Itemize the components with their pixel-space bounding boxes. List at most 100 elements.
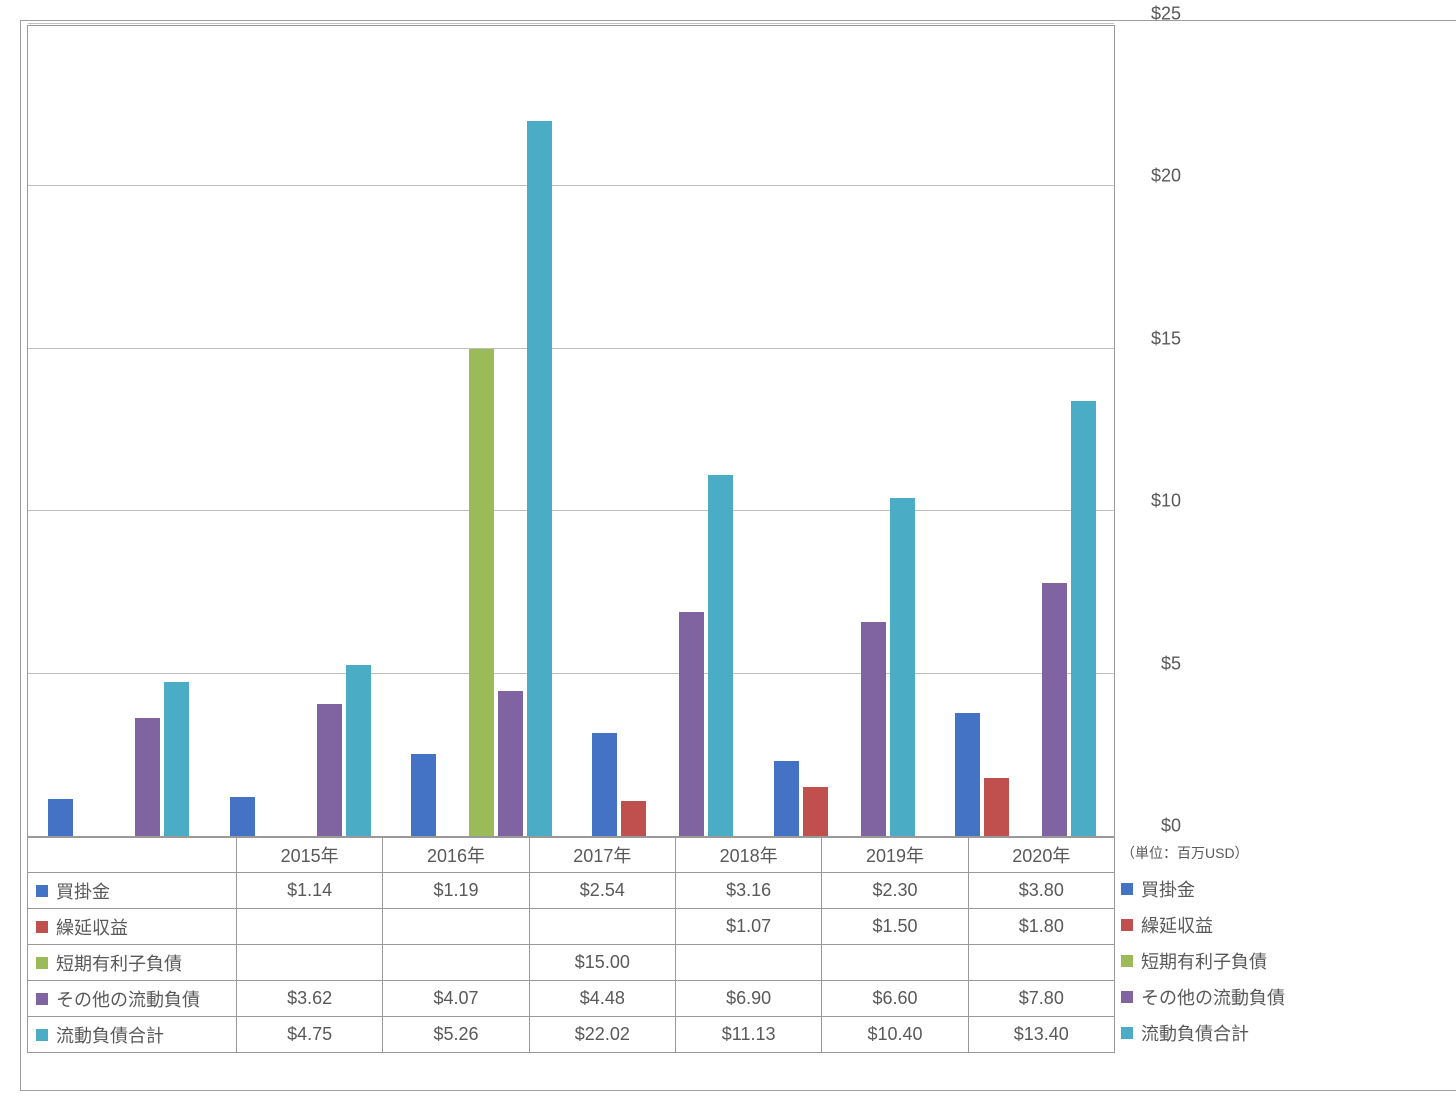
plot-area bbox=[27, 25, 1115, 837]
table-cell bbox=[383, 909, 529, 945]
table-cell: $6.60 bbox=[822, 981, 968, 1017]
bar bbox=[890, 498, 915, 836]
bar bbox=[1042, 583, 1067, 836]
series-name: 繰延収益 bbox=[56, 914, 128, 940]
bar bbox=[708, 475, 733, 837]
legend-item: 繰延収益 bbox=[1121, 907, 1285, 943]
table-cell bbox=[237, 909, 383, 945]
table-category-header: 2017年 bbox=[530, 837, 676, 873]
bar bbox=[411, 754, 436, 836]
legend-label: その他の流動負債 bbox=[1141, 984, 1285, 1010]
bar bbox=[317, 704, 342, 836]
legend-item: 買掛金 bbox=[1121, 871, 1285, 907]
bar bbox=[1071, 401, 1096, 836]
legend-swatch bbox=[36, 1029, 48, 1041]
legend-item: 短期有利子負債 bbox=[1121, 943, 1285, 979]
table-cell: $1.07 bbox=[676, 909, 822, 945]
bar bbox=[803, 787, 828, 836]
table-cell: $2.54 bbox=[530, 873, 676, 909]
table-cell bbox=[383, 945, 529, 981]
y-tick-label: $5 bbox=[1161, 653, 1181, 674]
legend-swatch bbox=[1121, 955, 1133, 967]
table-cell: $5.26 bbox=[383, 1017, 529, 1053]
table-cell: $4.48 bbox=[530, 981, 676, 1017]
table-row-label: 買掛金 bbox=[27, 873, 237, 909]
legend-label: 短期有利子負債 bbox=[1141, 948, 1267, 974]
legend-label: 買掛金 bbox=[1141, 876, 1195, 902]
table-category-header: 2015年 bbox=[237, 837, 383, 873]
table-cell bbox=[530, 909, 676, 945]
bar bbox=[135, 718, 160, 836]
series-name: 買掛金 bbox=[56, 878, 110, 904]
table-cell: $1.80 bbox=[969, 909, 1115, 945]
table-cell: $3.62 bbox=[237, 981, 383, 1017]
legend-swatch bbox=[36, 993, 48, 1005]
bars-container bbox=[28, 26, 1114, 836]
bar bbox=[861, 622, 886, 836]
legend-swatch bbox=[1121, 1027, 1133, 1039]
table-cell bbox=[237, 945, 383, 981]
bar bbox=[984, 778, 1009, 836]
table-category-header: 2018年 bbox=[676, 837, 822, 873]
legend-swatch bbox=[36, 921, 48, 933]
series-name: 流動負債合計 bbox=[56, 1022, 164, 1048]
legend-label: 繰延収益 bbox=[1141, 912, 1213, 938]
y-tick-label: $15 bbox=[1151, 328, 1181, 349]
table-cell: $1.14 bbox=[237, 873, 383, 909]
bar bbox=[527, 121, 552, 836]
table-corner-cell bbox=[27, 837, 237, 873]
table-cell: $7.80 bbox=[969, 981, 1115, 1017]
table-header-row: 2015年2016年2017年2018年2019年2020年 bbox=[27, 837, 1115, 873]
table-cell: $10.40 bbox=[822, 1017, 968, 1053]
table-cell: $11.13 bbox=[676, 1017, 822, 1053]
bar bbox=[346, 665, 371, 836]
table-cell: $13.40 bbox=[969, 1017, 1115, 1053]
table-category-header: 2019年 bbox=[822, 837, 968, 873]
data-table: 2015年2016年2017年2018年2019年2020年 買掛金$1.14$… bbox=[27, 837, 1115, 1053]
table-row-label: その他の流動負債 bbox=[27, 981, 237, 1017]
table-cell: $3.80 bbox=[969, 873, 1115, 909]
table-cell: $22.02 bbox=[530, 1017, 676, 1053]
table-row: 繰延収益 $1.07$1.50$1.80 bbox=[27, 909, 1115, 945]
bar bbox=[774, 761, 799, 836]
table-cell: $2.30 bbox=[822, 873, 968, 909]
series-name: 短期有利子負債 bbox=[56, 950, 182, 976]
table-cell: $3.16 bbox=[676, 873, 822, 909]
bar bbox=[592, 733, 617, 836]
table-cell: $1.50 bbox=[822, 909, 968, 945]
chart-container: $0$5$10$15$20$25 （単位：百万USD） 2015年2016年20… bbox=[20, 20, 1456, 1091]
table-cell: $1.19 bbox=[383, 873, 529, 909]
legend-swatch bbox=[1121, 919, 1133, 931]
bar bbox=[955, 713, 980, 836]
table-row: その他の流動負債 $3.62$4.07$4.48$6.90$6.60$7.80 bbox=[27, 981, 1115, 1017]
y-tick-label: $20 bbox=[1151, 166, 1181, 187]
bar bbox=[469, 349, 494, 836]
bar bbox=[679, 612, 704, 836]
table-row-label: 流動負債合計 bbox=[27, 1017, 237, 1053]
table-category-header: 2020年 bbox=[969, 837, 1115, 873]
legend-swatch bbox=[1121, 883, 1133, 895]
bar bbox=[48, 799, 73, 836]
table-row-label: 短期有利子負債 bbox=[27, 945, 237, 981]
series-name: その他の流動負債 bbox=[56, 986, 200, 1012]
table-row-label: 繰延収益 bbox=[27, 909, 237, 945]
table-row: 買掛金 $1.14$1.19$2.54$3.16$2.30$3.80 bbox=[27, 873, 1115, 909]
y-axis: $0$5$10$15$20$25 bbox=[1121, 25, 1181, 837]
legend-swatch bbox=[1121, 991, 1133, 1003]
legend-label: 流動負債合計 bbox=[1141, 1020, 1249, 1046]
table-cell bbox=[969, 945, 1115, 981]
grid-line bbox=[28, 23, 1114, 24]
table-cell: $4.07 bbox=[383, 981, 529, 1017]
legend-swatch bbox=[36, 957, 48, 969]
bar bbox=[164, 682, 189, 836]
table-cell: $15.00 bbox=[530, 945, 676, 981]
bar bbox=[230, 797, 255, 836]
table-cell: $6.90 bbox=[676, 981, 822, 1017]
table-cell: $4.75 bbox=[237, 1017, 383, 1053]
y-axis-unit-label: （単位：百万USD） bbox=[1121, 843, 1249, 863]
legend: 買掛金繰延収益短期有利子負債その他の流動負債流動負債合計 bbox=[1121, 871, 1285, 1051]
table-category-header: 2016年 bbox=[383, 837, 529, 873]
bar bbox=[621, 801, 646, 836]
y-tick-label: $0 bbox=[1161, 816, 1181, 837]
y-tick-label: $25 bbox=[1151, 4, 1181, 25]
